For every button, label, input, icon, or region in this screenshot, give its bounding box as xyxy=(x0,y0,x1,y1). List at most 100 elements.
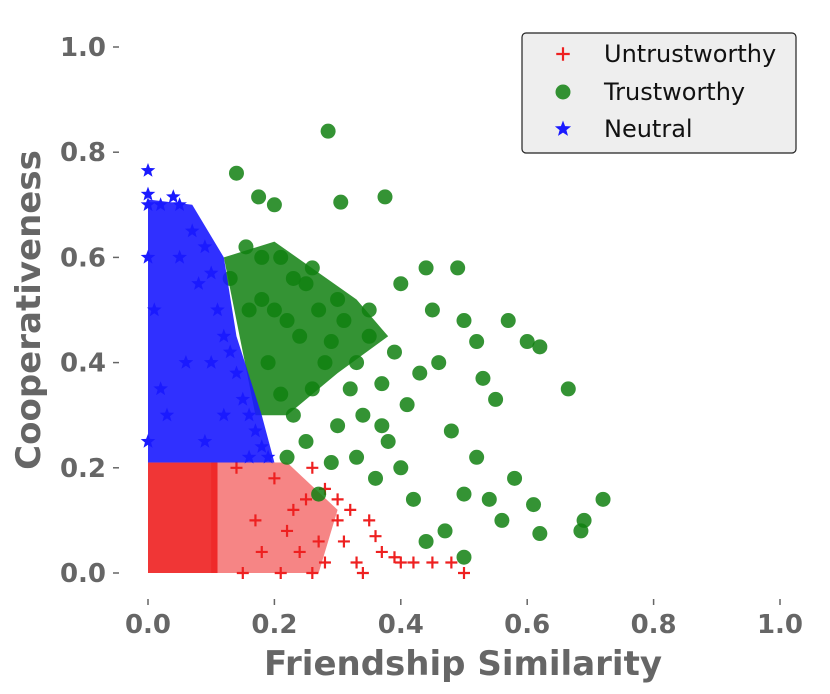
trustworthy-point xyxy=(450,260,466,276)
neutral-point xyxy=(197,239,213,254)
untrustworthy-point xyxy=(300,493,312,506)
trustworthy-point xyxy=(456,313,472,329)
legend-label-untrustworthy: Untrustworthy xyxy=(604,40,776,68)
series-neutral xyxy=(140,163,276,464)
untrustworthy-point xyxy=(293,545,306,558)
untrustworthy-point xyxy=(407,556,420,569)
axes: 0.0 0.2 0.4 0.6 0.8 1.0 0.0 0.2 0.4 0.6 0.8 1.0 xyxy=(60,33,803,640)
trustworthy-point xyxy=(260,355,276,371)
y-axis-label: Cooperativeness xyxy=(9,150,49,470)
x-axis-label: Friendship Similarity xyxy=(264,644,662,684)
trustworthy-point xyxy=(500,313,516,329)
untrustworthy-point xyxy=(350,556,363,569)
neutral-point xyxy=(203,355,219,369)
untrustworthy-point xyxy=(337,535,350,548)
neutral-point xyxy=(147,302,162,317)
neutral-point xyxy=(140,433,156,448)
trustworthy-point xyxy=(507,470,523,486)
trustworthy-point xyxy=(424,302,440,318)
trustworthy-point xyxy=(330,291,346,307)
y-tick-label: 0.0 xyxy=(60,559,106,589)
x-tick-label: 0.2 xyxy=(251,610,297,640)
neutral-point xyxy=(260,449,276,464)
neutral-point xyxy=(140,186,156,201)
neutral-point xyxy=(222,344,238,359)
series-trustworthy xyxy=(222,123,611,565)
legend-marker-neutral xyxy=(554,120,572,136)
trustworthy-point xyxy=(399,397,415,413)
trustworthy-point xyxy=(279,449,295,465)
trustworthy-point xyxy=(273,386,289,402)
trustworthy-point xyxy=(323,455,339,471)
trustworthy-point xyxy=(361,328,377,344)
y-tick-label: 0.4 xyxy=(60,349,106,379)
untrustworthy-point xyxy=(356,567,369,579)
trustworthy-point xyxy=(304,381,320,397)
trustworthy-point xyxy=(368,470,384,486)
trustworthy-point xyxy=(494,512,510,528)
trustworthy-point xyxy=(488,391,504,407)
neutral-point xyxy=(172,249,187,264)
x-tick-label: 1.0 xyxy=(757,610,803,640)
legend-marker-shape xyxy=(555,84,571,100)
neutral-point xyxy=(216,407,232,422)
trustworthy-point xyxy=(560,381,576,397)
neutral-point xyxy=(153,197,168,211)
untrustworthy-point xyxy=(306,567,319,579)
trustworthy-point xyxy=(330,418,346,434)
neutral-point xyxy=(185,223,200,238)
legend: Untrustworthy Trustworthy Neutral xyxy=(521,32,797,154)
untrustworthy-point xyxy=(331,493,344,506)
untrustworthy-point xyxy=(331,514,344,527)
trustworthy-point xyxy=(273,249,289,265)
untrustworthy-point xyxy=(274,567,287,579)
untrustworthy-point xyxy=(426,556,439,569)
trustworthy-point xyxy=(311,302,327,318)
untrustworthy-point xyxy=(394,556,407,569)
neutral-point xyxy=(254,439,269,453)
x-tick-label: 0.0 xyxy=(125,610,171,640)
trustworthy-point xyxy=(254,249,270,265)
untrustworthy-point xyxy=(249,514,262,527)
trustworthy-dense-cluster xyxy=(223,241,389,416)
trustworthy-point xyxy=(405,491,421,507)
legend-label-trustworthy: Trustworthy xyxy=(603,78,745,106)
neutral-point xyxy=(197,433,213,448)
trustworthy-point xyxy=(431,355,447,371)
legend-item-trustworthy: Trustworthy xyxy=(555,78,745,106)
neutral-point xyxy=(229,365,244,380)
trustworthy-point xyxy=(266,302,282,318)
trustworthy-point xyxy=(469,334,485,350)
untrustworthy-point xyxy=(312,535,325,548)
y-tick-label: 0.6 xyxy=(60,243,106,273)
trustworthy-point xyxy=(317,355,333,371)
legend-label-neutral: Neutral xyxy=(604,115,693,143)
trustworthy-point xyxy=(349,449,365,465)
trustworthy-point xyxy=(298,434,314,449)
untrustworthy-point xyxy=(344,503,357,516)
trustworthy-point xyxy=(573,523,589,539)
untrustworthy-point xyxy=(369,530,382,543)
trustworthy-point xyxy=(279,313,295,329)
trustworthy-point xyxy=(475,370,491,386)
trustworthy-point xyxy=(241,302,257,318)
trustworthy-point xyxy=(456,486,472,502)
neutral-point xyxy=(235,391,251,406)
trustworthy-point xyxy=(443,423,459,439)
neutral-point xyxy=(216,328,232,343)
trustworthy-point xyxy=(342,381,358,397)
neutral-point xyxy=(241,449,257,464)
trustworthy-point xyxy=(437,523,453,539)
legend-marker-untrustworthy xyxy=(556,47,570,61)
trustworthy-point xyxy=(336,313,352,329)
untrustworthy-point xyxy=(458,567,470,579)
trustworthy-point xyxy=(456,549,472,565)
series-untrustworthy xyxy=(148,461,470,579)
untrustworthy-point xyxy=(375,545,388,558)
trustworthy-point xyxy=(298,276,314,292)
neutral-point xyxy=(140,163,156,177)
neutral-point xyxy=(203,265,219,280)
trustworthy-point xyxy=(418,260,434,276)
trustworthy-point xyxy=(526,497,542,513)
